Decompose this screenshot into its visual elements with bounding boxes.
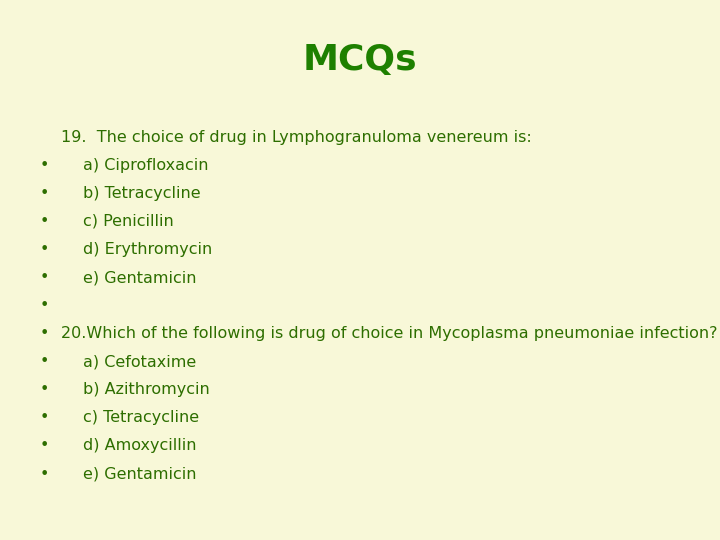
Text: •: • (40, 354, 49, 369)
Text: d) Erythromycin: d) Erythromycin (83, 242, 212, 257)
Text: •: • (40, 382, 49, 397)
Text: c) Tetracycline: c) Tetracycline (83, 410, 199, 426)
Text: a) Ciprofloxacin: a) Ciprofloxacin (83, 158, 208, 173)
Text: •: • (40, 326, 49, 341)
Text: •: • (40, 158, 49, 173)
Text: e) Gentamicin: e) Gentamicin (83, 467, 197, 482)
Text: c) Penicillin: c) Penicillin (83, 214, 174, 229)
Text: •: • (40, 242, 49, 257)
Text: b) Tetracycline: b) Tetracycline (83, 186, 200, 201)
Text: •: • (40, 298, 49, 313)
Text: •: • (40, 467, 49, 482)
Text: b) Azithromycin: b) Azithromycin (83, 382, 210, 397)
Text: d) Amoxycillin: d) Amoxycillin (83, 438, 197, 454)
Text: a) Cefotaxime: a) Cefotaxime (83, 354, 196, 369)
Text: •: • (40, 214, 49, 229)
Text: MCQs: MCQs (302, 43, 418, 77)
Text: •: • (40, 438, 49, 454)
Text: •: • (40, 186, 49, 201)
Text: •: • (40, 270, 49, 285)
Text: 19.  The choice of drug in Lymphogranuloma venereum is:: 19. The choice of drug in Lymphogranulom… (61, 130, 532, 145)
Text: •: • (40, 410, 49, 426)
Text: e) Gentamicin: e) Gentamicin (83, 270, 197, 285)
Text: 20.Which of the following is drug of choice in Mycoplasma pneumoniae infection?: 20.Which of the following is drug of cho… (61, 326, 718, 341)
